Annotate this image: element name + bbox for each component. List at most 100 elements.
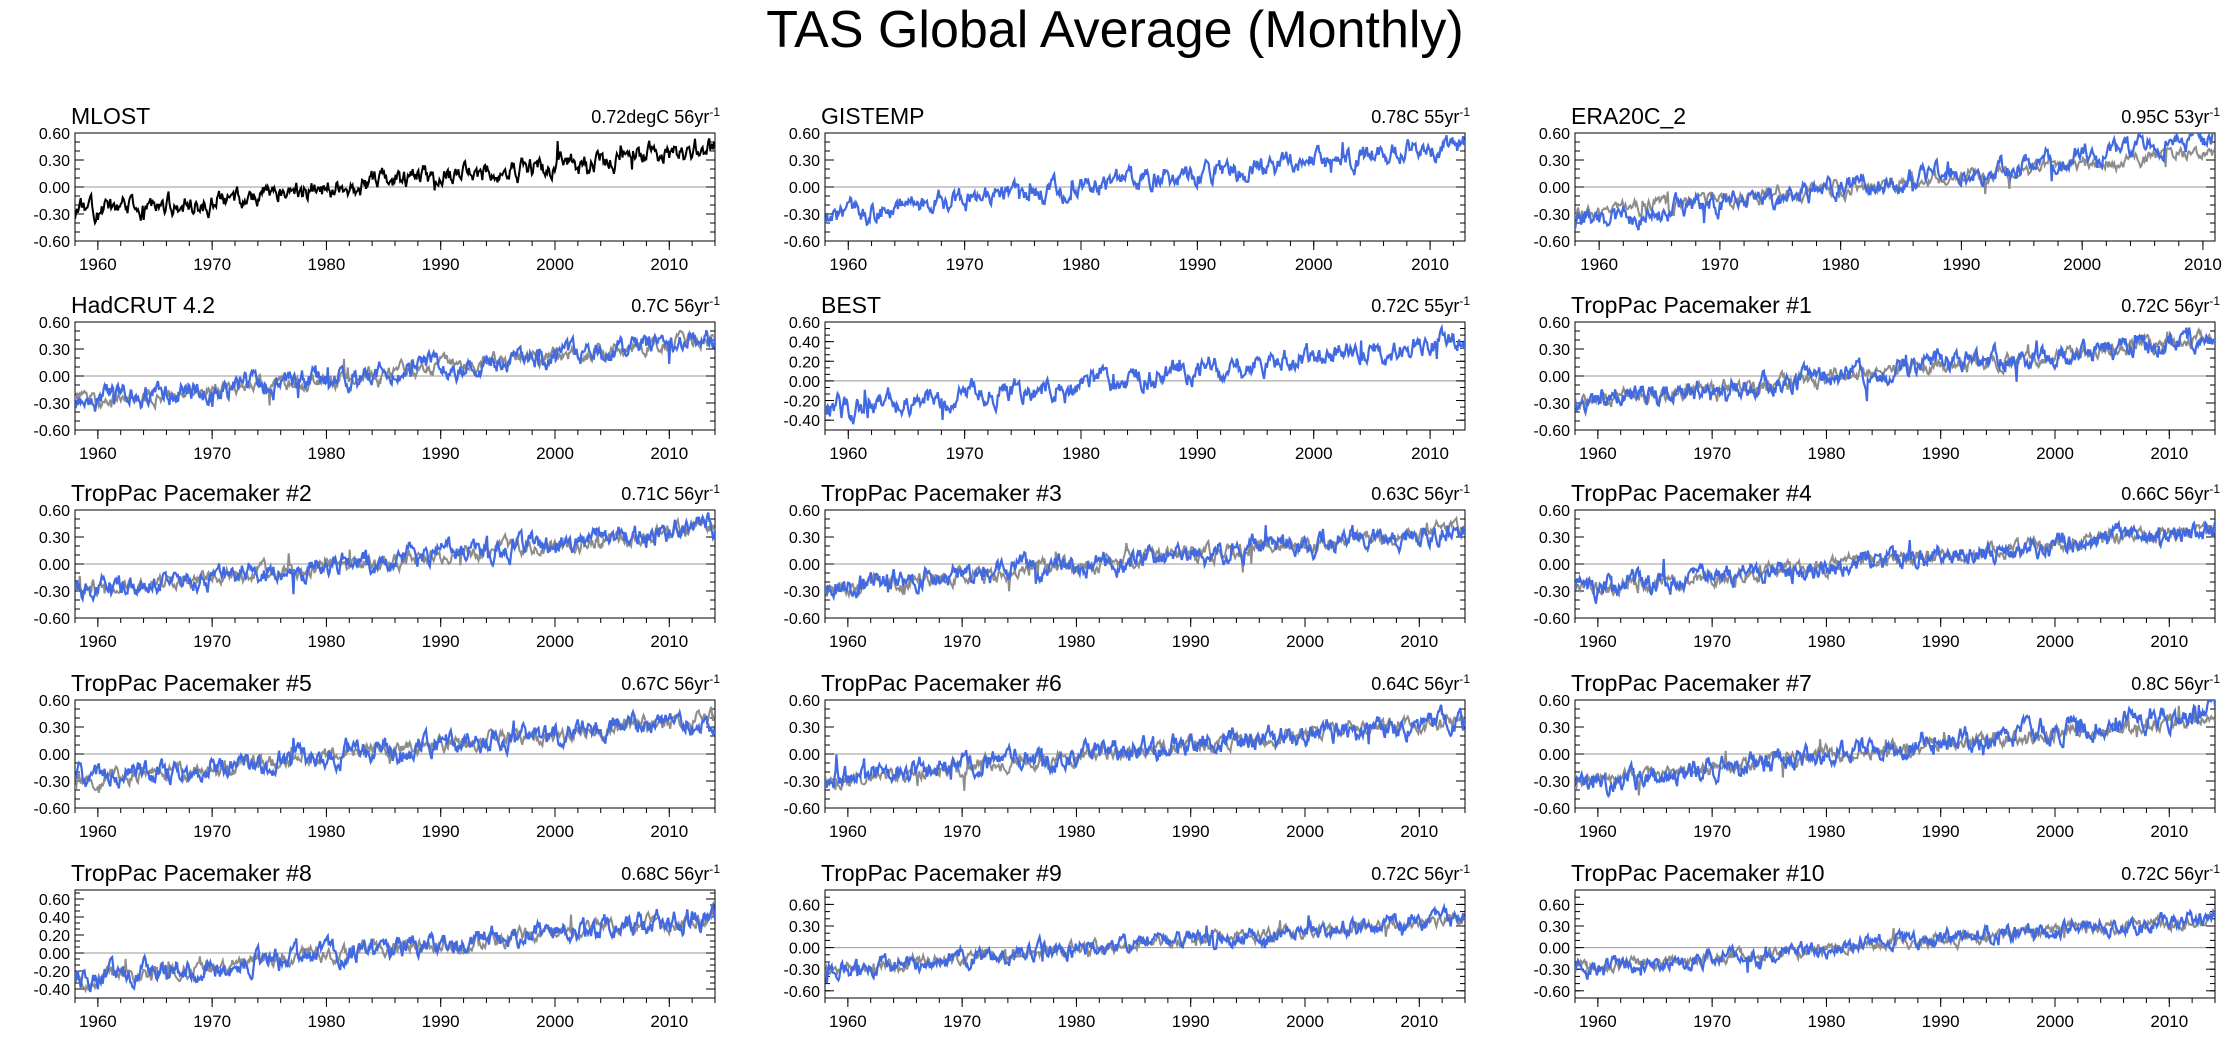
y-tick-label: -0.30: [784, 207, 821, 224]
series-model: [75, 900, 715, 993]
trend-label: 0.78C 55yr-1: [1371, 105, 1470, 127]
trend-label: 0.63C 56yr-1: [1371, 482, 1470, 504]
x-tick-label: 1990: [1178, 444, 1216, 463]
y-tick-label: -0.30: [1534, 774, 1571, 791]
trend-label: 0.7C 56yr-1: [631, 294, 720, 316]
x-tick-label: 2010: [1400, 1012, 1438, 1031]
trend-label: 0.72C 56yr-1: [2121, 862, 2220, 884]
y-tick-label: 0.30: [39, 720, 70, 737]
y-tick-label: -0.30: [784, 584, 821, 601]
x-tick-label: 1990: [1178, 255, 1216, 274]
x-tick-label: 1990: [1172, 1012, 1210, 1031]
y-tick-label: -0.20: [34, 964, 71, 981]
x-tick-label: 1980: [1058, 1012, 1096, 1031]
panel-title: TropPac Pacemaker #9: [821, 860, 1062, 886]
panel-title: MLOST: [71, 103, 150, 129]
y-tick-label: -0.60: [1534, 801, 1571, 818]
trend-label: 0.72C 56yr-1: [1371, 862, 1470, 884]
x-tick-label: 1970: [193, 255, 231, 274]
series-model: [825, 134, 1465, 227]
x-tick-label: 2010: [1411, 255, 1449, 274]
y-tick-label: 0.30: [1539, 342, 1570, 359]
y-tick-label: 0.60: [789, 126, 820, 143]
x-tick-label: 1970: [1693, 632, 1731, 651]
y-tick-label: -0.60: [34, 234, 71, 251]
panel-6: TropPac Pacemaker #1 0.72C 56yr-1 0.60 0.30…: [1534, 292, 2221, 463]
x-tick-label: 1970: [1693, 444, 1731, 463]
x-tick-label: 1980: [1062, 444, 1100, 463]
x-tick-label: 1990: [422, 255, 460, 274]
y-tick-label: -0.60: [1534, 984, 1571, 1001]
panel-title: TropPac Pacemaker #4: [1571, 480, 1812, 506]
plot-frame: [824, 321, 1466, 431]
x-tick-label: 2000: [2036, 822, 2074, 841]
panel-title: TropPac Pacemaker #2: [71, 480, 312, 506]
x-tick-label: 2010: [2150, 822, 2188, 841]
panel-title: TropPac Pacemaker #1: [1571, 292, 1812, 318]
y-tick-label: -0.20: [784, 394, 821, 411]
trend-label: 0.8C 56yr-1: [2131, 672, 2220, 694]
page-title: TAS Global Average (Monthly): [766, 1, 1464, 59]
y-tick-label: -0.30: [1534, 962, 1571, 979]
y-tick-label: -0.60: [34, 611, 71, 628]
y-tick-label: 0.00: [1539, 180, 1570, 197]
y-tick-label: -0.60: [1534, 611, 1571, 628]
y-tick-label: 0.60: [39, 126, 70, 143]
panel-8: TropPac Pacemaker #3 0.63C 56yr-1 0.60 0.30…: [784, 480, 1471, 651]
x-tick-label: 1990: [1922, 822, 1960, 841]
series-model: [825, 902, 1465, 984]
x-tick-label: 1970: [1693, 822, 1731, 841]
x-tick-label: 1960: [1579, 1012, 1617, 1031]
y-tick-label: -0.30: [1534, 396, 1571, 413]
x-tick-label: 2010: [650, 632, 688, 651]
y-tick-label: 0.60: [39, 315, 70, 332]
y-tick-label: -0.60: [34, 801, 71, 818]
y-tick-label: 0.60: [1539, 315, 1570, 332]
x-tick-label: 2010: [2150, 1012, 2188, 1031]
y-tick-label: 0.00: [1539, 941, 1570, 958]
y-tick-label: -0.30: [784, 962, 821, 979]
x-tick-label: 1970: [1693, 1012, 1731, 1031]
y-tick-label: 0.00: [1539, 369, 1570, 386]
x-tick-label: 2000: [1286, 822, 1324, 841]
x-tick-label: 1960: [829, 255, 867, 274]
panel-title: TropPac Pacemaker #5: [71, 670, 312, 696]
y-tick-label: 0.60: [789, 897, 820, 914]
trend-label: 0.72degC 56yr-1: [591, 105, 720, 127]
y-tick-label: -0.60: [34, 423, 71, 440]
panel-title: ERA20C_2: [1571, 103, 1686, 129]
series-model: [1575, 133, 2214, 231]
y-tick-label: 0.00: [1539, 557, 1570, 574]
x-tick-label: 1960: [79, 444, 117, 463]
x-tick-label: 2000: [1286, 632, 1324, 651]
x-tick-label: 1980: [308, 255, 346, 274]
series-reference: [1575, 145, 2215, 223]
series-model: [1575, 519, 2215, 604]
y-tick-label: 0.00: [39, 180, 70, 197]
y-tick-label: 0.60: [1539, 693, 1570, 710]
x-tick-label: 1990: [1922, 1012, 1960, 1031]
x-tick-label: 1960: [829, 1012, 867, 1031]
x-tick-label: 1990: [1922, 444, 1960, 463]
y-tick-label: 0.00: [789, 747, 820, 764]
x-tick-label: 2000: [2063, 255, 2101, 274]
x-tick-label: 2000: [1286, 1012, 1324, 1031]
y-tick-label: -0.60: [1534, 234, 1571, 251]
x-tick-label: 1980: [1808, 444, 1846, 463]
y-tick-label: -0.30: [34, 584, 71, 601]
trend-label: 0.68C 56yr-1: [621, 862, 720, 884]
y-tick-label: 0.30: [1539, 530, 1570, 547]
x-tick-label: 2010: [2184, 255, 2222, 274]
trend-label: 0.72C 56yr-1: [2121, 294, 2220, 316]
y-tick-label: 0.00: [39, 946, 70, 963]
x-tick-label: 1960: [79, 632, 117, 651]
panel-title: TropPac Pacemaker #3: [821, 480, 1062, 506]
panel-title: BEST: [821, 292, 881, 318]
x-tick-label: 2000: [1295, 255, 1333, 274]
y-tick-label: -0.40: [34, 982, 71, 999]
x-tick-label: 1960: [1579, 444, 1617, 463]
y-tick-label: 0.30: [1539, 153, 1570, 170]
y-tick-label: 0.40: [789, 335, 820, 352]
x-tick-label: 1960: [79, 255, 117, 274]
y-tick-label: 0.00: [789, 557, 820, 574]
